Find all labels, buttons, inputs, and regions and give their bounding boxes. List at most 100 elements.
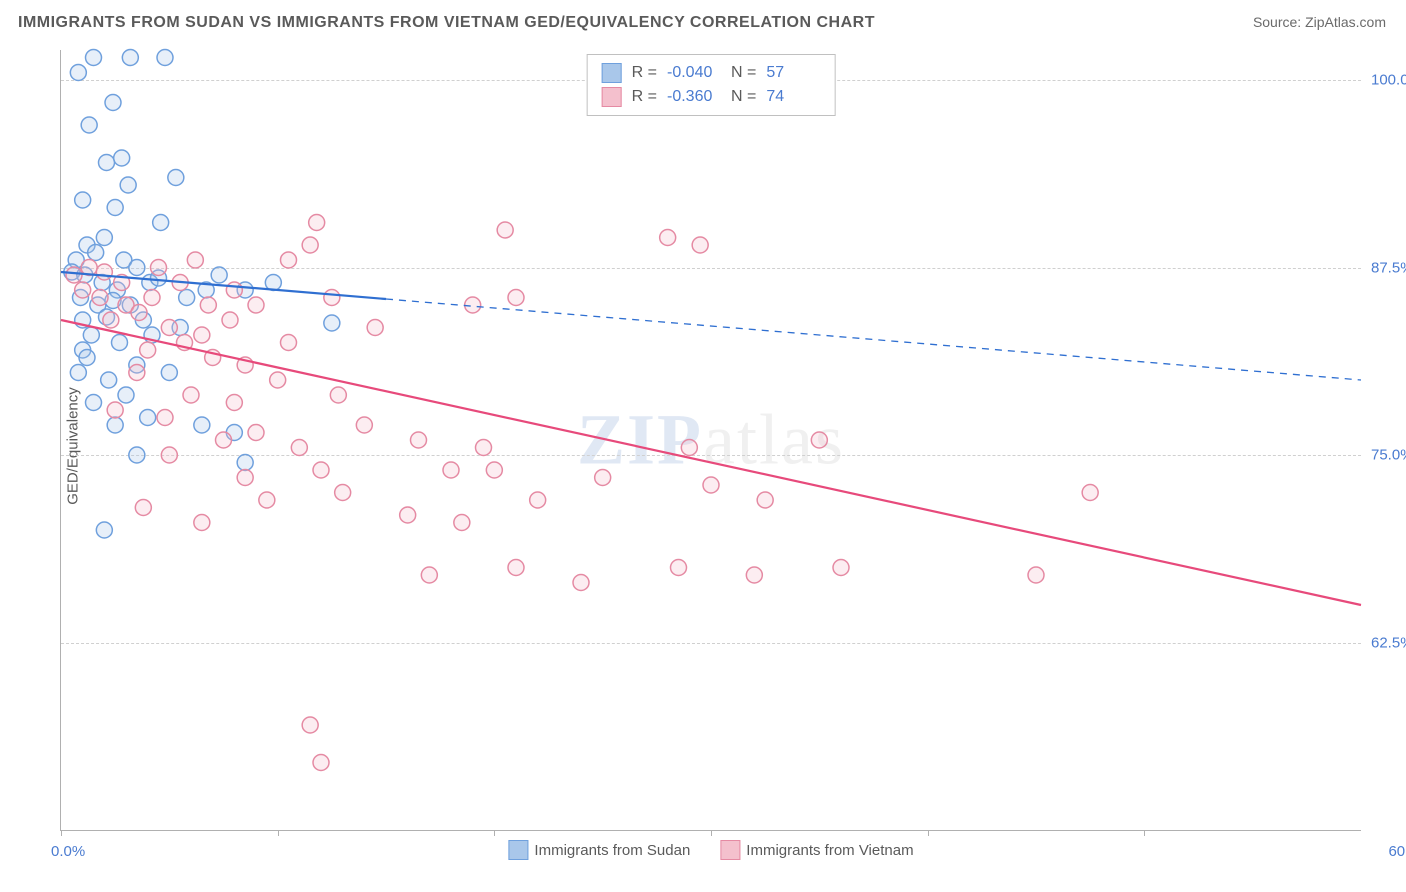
data-point xyxy=(101,372,117,388)
legend-item: Immigrants from Sudan xyxy=(508,840,690,860)
data-point xyxy=(497,222,513,238)
stats-n-value: 57 xyxy=(766,64,820,82)
data-point xyxy=(465,297,481,313)
data-point xyxy=(259,492,275,508)
data-point xyxy=(330,387,346,403)
stats-swatch xyxy=(602,63,622,83)
data-point xyxy=(216,432,232,448)
data-point xyxy=(105,95,121,111)
x-tick xyxy=(494,830,495,836)
data-point xyxy=(660,230,676,246)
y-tick-label: 100.0% xyxy=(1371,72,1406,89)
regression-line-solid xyxy=(61,320,1361,605)
data-point xyxy=(144,290,160,306)
legend-swatch xyxy=(720,840,740,860)
data-point xyxy=(692,237,708,253)
data-point xyxy=(157,50,173,66)
data-point xyxy=(421,567,437,583)
legend-label: Immigrants from Sudan xyxy=(534,842,690,859)
data-point xyxy=(183,387,199,403)
data-point xyxy=(356,417,372,433)
data-point xyxy=(226,282,242,298)
data-point xyxy=(99,155,115,171)
data-point xyxy=(131,305,147,321)
data-point xyxy=(161,320,177,336)
data-point xyxy=(811,432,827,448)
data-point xyxy=(486,462,502,478)
data-point xyxy=(153,215,169,231)
data-point xyxy=(222,312,238,328)
data-point xyxy=(1082,485,1098,501)
data-point xyxy=(114,150,130,166)
data-point xyxy=(324,315,340,331)
legend-label: Immigrants from Vietnam xyxy=(746,842,913,859)
data-point xyxy=(140,410,156,426)
data-point xyxy=(226,395,242,411)
data-point xyxy=(194,515,210,531)
data-point xyxy=(122,50,138,66)
data-point xyxy=(75,282,91,298)
data-point xyxy=(194,417,210,433)
data-point xyxy=(107,200,123,216)
legend-item: Immigrants from Vietnam xyxy=(720,840,913,860)
data-point xyxy=(270,372,286,388)
chart-title: IMMIGRANTS FROM SUDAN VS IMMIGRANTS FROM… xyxy=(18,14,875,32)
y-tick-label: 75.0% xyxy=(1371,447,1406,464)
scatter-plot-svg xyxy=(61,50,1361,830)
data-point xyxy=(335,485,351,501)
data-point xyxy=(595,470,611,486)
data-point xyxy=(237,455,253,471)
stats-n-value: 74 xyxy=(766,88,820,106)
data-point xyxy=(200,297,216,313)
data-point xyxy=(86,50,102,66)
source-attribution: Source: ZipAtlas.com xyxy=(1253,14,1386,30)
data-point xyxy=(81,117,97,133)
x-tick xyxy=(1144,830,1145,836)
data-point xyxy=(757,492,773,508)
data-point xyxy=(83,327,99,343)
chart-plot-area: ZIPatlas 62.5%75.0%87.5%100.0% 0.0% 60.0… xyxy=(60,50,1361,831)
data-point xyxy=(313,462,329,478)
x-tick xyxy=(928,830,929,836)
data-point xyxy=(135,500,151,516)
data-point xyxy=(1028,567,1044,583)
data-point xyxy=(508,290,524,306)
data-point xyxy=(129,365,145,381)
data-point xyxy=(187,252,203,268)
x-axis-min-label: 0.0% xyxy=(51,843,85,860)
data-point xyxy=(79,350,95,366)
data-point xyxy=(88,245,104,261)
correlation-stats-box: R =-0.040N =57R =-0.360N =74 xyxy=(587,54,836,116)
data-point xyxy=(140,342,156,358)
data-point xyxy=(112,335,128,351)
data-point xyxy=(157,410,173,426)
stats-swatch xyxy=(602,87,622,107)
x-axis-max-label: 60.0% xyxy=(1388,843,1406,860)
data-point xyxy=(103,312,119,328)
data-point xyxy=(671,560,687,576)
stats-r-label: R = xyxy=(632,88,657,106)
data-point xyxy=(66,267,82,283)
x-tick xyxy=(61,830,62,836)
data-point xyxy=(96,230,112,246)
data-point xyxy=(194,327,210,343)
data-point xyxy=(530,492,546,508)
data-point xyxy=(476,440,492,456)
x-tick xyxy=(278,830,279,836)
stats-row: R =-0.040N =57 xyxy=(602,61,821,85)
data-point xyxy=(92,290,108,306)
data-point xyxy=(168,170,184,186)
regression-line-dashed xyxy=(386,299,1361,380)
data-point xyxy=(573,575,589,591)
data-point xyxy=(96,264,112,280)
data-point xyxy=(151,260,167,276)
data-point xyxy=(70,365,86,381)
bottom-legend: Immigrants from Sudan Immigrants from Vie… xyxy=(508,840,913,860)
data-point xyxy=(400,507,416,523)
data-point xyxy=(302,717,318,733)
data-point xyxy=(508,560,524,576)
data-point xyxy=(129,447,145,463)
data-point xyxy=(70,65,86,81)
stats-row: R =-0.360N =74 xyxy=(602,85,821,109)
y-tick-label: 62.5% xyxy=(1371,634,1406,651)
